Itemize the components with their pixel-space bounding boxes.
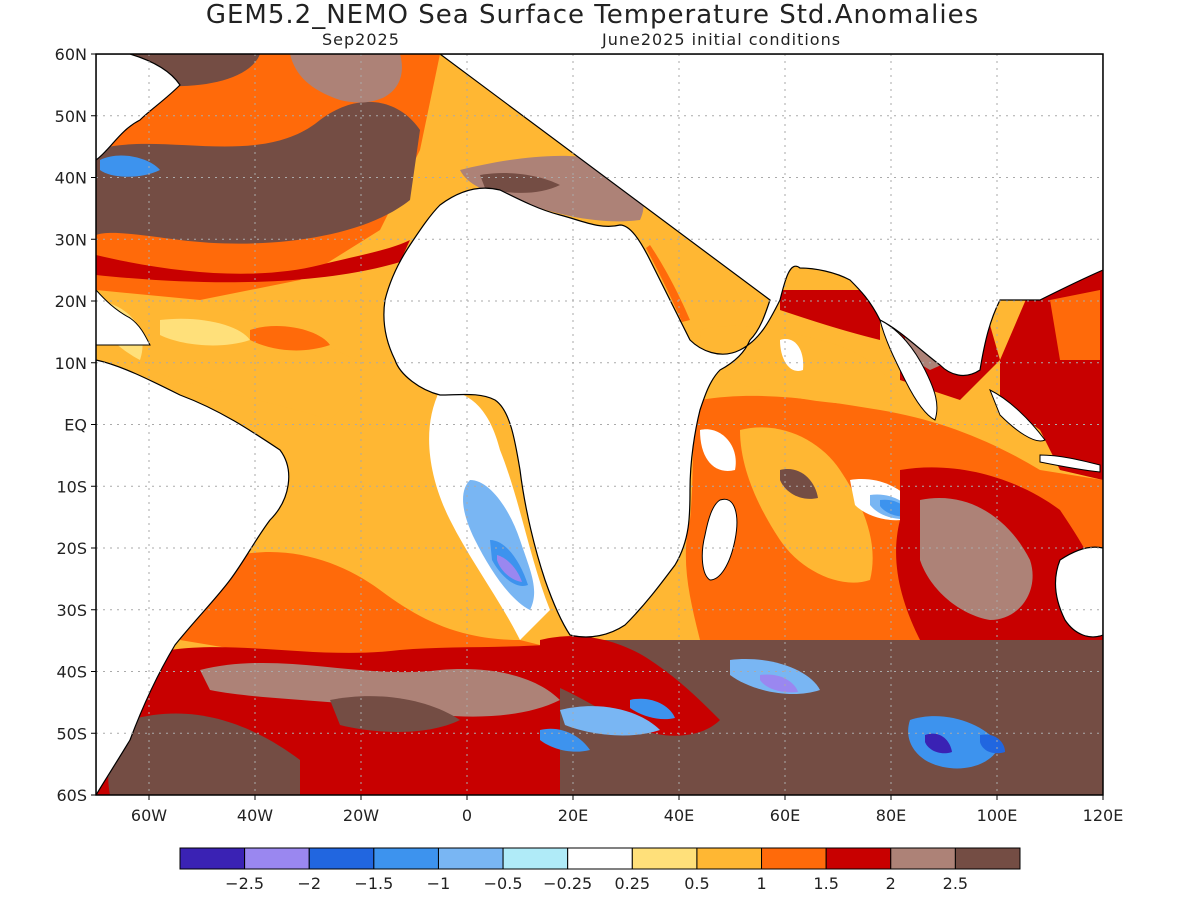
anomaly-region: [250, 325, 330, 351]
lat-tick-label: 30S: [56, 601, 87, 620]
colorbar-swatch: [954, 847, 1021, 870]
madagascar-land: [701, 498, 738, 581]
colorbar-label: 2.5: [943, 874, 968, 893]
anomaly-region: [925, 733, 952, 754]
lat-tick-label: 20N: [55, 292, 87, 311]
colorbar-label: 2: [886, 874, 896, 893]
anomaly-region: [780, 469, 818, 499]
lat-tick-label: 50N: [55, 107, 87, 126]
anomaly-region: [740, 427, 873, 583]
anomaly-region: [700, 429, 736, 471]
anomaly-region: [330, 696, 460, 732]
lat-tick-label: EQ: [64, 416, 87, 435]
south-america-land: [96, 359, 290, 795]
lat-tick-label: 60S: [56, 786, 87, 805]
lat-tick-label: 50S: [56, 724, 87, 743]
colorbar-swatch: [567, 847, 633, 870]
anomaly-region: [200, 662, 560, 717]
colorbar-label: 1: [756, 874, 766, 893]
colorbar-legend: −2.5 −2 −1.5 −1 −0.5 −0.25 0.25 0.5 1 1.5 2 2.5: [179, 847, 1021, 893]
lon-tick-label: 20E: [558, 806, 588, 825]
colorbar-label: −2.5: [225, 874, 264, 893]
anomaly-region: [920, 498, 1033, 620]
graticule: [96, 54, 1103, 795]
lat-tick-label: 10N: [55, 354, 87, 373]
colorbar-swatch: [631, 847, 698, 870]
australia-land: [1054, 546, 1103, 638]
anomaly-region: [540, 636, 720, 736]
anomaly-region: [540, 728, 590, 752]
colorbar-swatch: [373, 847, 439, 870]
sumatra-land: [989, 388, 1046, 442]
lon-tick-label: 40W: [237, 806, 273, 825]
anomaly-region: [497, 555, 522, 582]
colorbar-label: −1: [427, 874, 451, 893]
anomaly-region: [980, 734, 1005, 754]
colorbar-label: −0.25: [543, 874, 592, 893]
anomaly-region: [646, 245, 690, 322]
colorbar-swatch: [696, 847, 763, 870]
java-land: [1039, 454, 1101, 473]
anomaly-region: [560, 706, 660, 736]
lat-tick-label: 60N: [55, 45, 87, 64]
colorbar-label: 1.5: [813, 874, 838, 893]
longitude-axis: 60W 40W 20W 0 20E 40E 60E 80E 100E 120E: [131, 795, 1123, 825]
anomaly-region: [108, 713, 301, 795]
anomaly-region: [96, 240, 410, 283]
anomaly-region: [908, 716, 1000, 769]
map-title: GEM5.2_NEMO Sea Surface Temperature Std.…: [205, 0, 980, 30]
colorbar-label: −0.5: [484, 874, 523, 893]
north-america-land: [96, 54, 181, 161]
colorbar-label: −1.5: [354, 874, 393, 893]
anomaly-region: [290, 54, 402, 103]
lon-tick-label: 0: [462, 806, 472, 825]
lat-tick-label: 30N: [55, 230, 87, 249]
colorbar-swatch: [825, 847, 892, 870]
initial-conditions-label: June2025 initial conditions: [602, 30, 842, 49]
anomaly-region: [1050, 290, 1100, 360]
lon-tick-label: 80E: [876, 806, 906, 825]
map-plot-area: [96, 54, 1103, 795]
anomaly-region: [96, 101, 420, 244]
anomaly-region: [630, 698, 675, 720]
colorbar-swatch: [244, 847, 310, 870]
lat-tick-label: 20S: [56, 539, 87, 558]
latitude-axis: 60N 50N 40N 30N 20N 10N EQ 10S 20S 30S 40S 50S 60S: [55, 45, 96, 805]
colorbar-label: 0.5: [684, 874, 709, 893]
lon-tick-label: 20W: [343, 806, 379, 825]
colorbar-swatch: [179, 847, 246, 870]
anomaly-region: [780, 290, 880, 340]
colorbar-label: −2: [297, 874, 321, 893]
anomaly-region: [100, 155, 160, 177]
anomaly-region: [760, 674, 798, 693]
anomaly-region: [480, 173, 560, 193]
colorbar-swatch: [890, 847, 956, 870]
lat-tick-label: 40N: [55, 169, 87, 188]
lon-tick-label: 40E: [664, 806, 694, 825]
lat-tick-label: 40S: [56, 663, 87, 682]
colorbar-swatch: [502, 847, 569, 870]
anomaly-region: [160, 318, 250, 346]
lon-tick-label: 60W: [131, 806, 167, 825]
colorbar-swatch: [437, 847, 504, 870]
lon-tick-label: 120E: [1083, 806, 1124, 825]
lon-tick-label: 60E: [770, 806, 800, 825]
colorbar-label: 0.25: [614, 874, 650, 893]
lat-tick-label: 10S: [56, 477, 87, 496]
colorbar-swatch: [308, 847, 375, 870]
india-land: [879, 319, 938, 421]
lon-tick-label: 100E: [977, 806, 1018, 825]
valid-month-label: Sep2025: [322, 30, 400, 49]
colorbar-swatch: [761, 847, 827, 870]
africa-eurasia-land: [383, 54, 1103, 638]
